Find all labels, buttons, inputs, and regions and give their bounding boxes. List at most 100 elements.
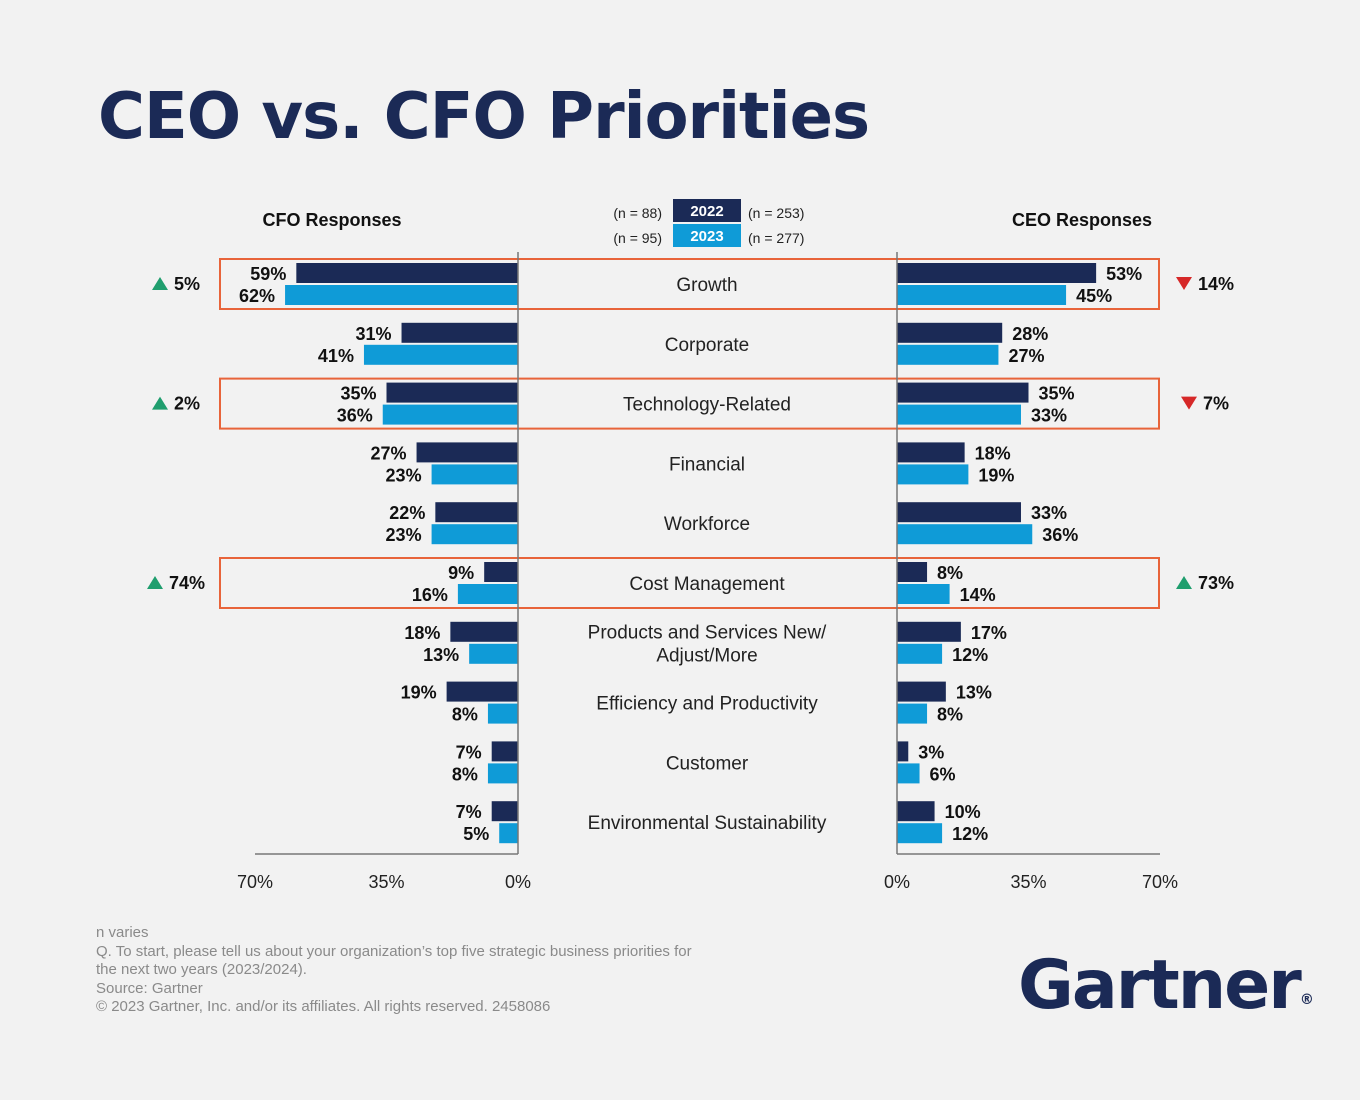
ceo-data-label-2023: 19%	[978, 465, 1014, 485]
highlight-box	[219, 377, 1160, 430]
gartner-logo: Gartner®	[1018, 946, 1314, 1025]
cfo-bar-2023	[499, 823, 518, 844]
ceo-bar-2022	[897, 681, 946, 702]
ceo-data-label-2022: 3%	[918, 742, 944, 762]
cfo-tick-label: 0%	[505, 872, 531, 892]
cfo-change-up-arrow-icon	[147, 576, 163, 589]
butterfly-bar-chart: CFO Responses CEO Responses 2022 (n = 88) (n…	[147, 199, 1234, 892]
ceo-data-label-2023: 12%	[952, 645, 988, 665]
registered-mark: ®	[1299, 992, 1314, 1008]
category-label-line: Cost Management	[629, 574, 785, 595]
ceo-bar-2023	[897, 584, 950, 604]
ceo-bar-2022	[897, 382, 1029, 403]
ceo-tick-label: 35%	[1010, 872, 1046, 892]
ceo-bar-2022	[897, 263, 1097, 283]
cfo-data-label-2022: 19%	[401, 683, 437, 703]
category-label: Products and Services New/Adjust/More	[588, 622, 827, 666]
category-label: Efficiency and Productivity	[596, 694, 818, 715]
ceo-bar-2023	[897, 464, 969, 485]
brand-name: Gartner	[1018, 946, 1302, 1025]
cfo-change-label: 5%	[174, 274, 200, 294]
ceo-bar-2022	[897, 502, 1021, 523]
ceo-change-down-arrow-icon	[1181, 396, 1197, 410]
ceo-data-label-2023: 6%	[930, 764, 956, 784]
category-label-line: Products and Services New/	[588, 622, 827, 643]
ceo-data-label-2022: 18%	[975, 443, 1011, 463]
footnote-copyright: © 2023 Gartner, Inc. and/or its affiliat…	[96, 998, 551, 1015]
cfo-bar-2022	[416, 442, 518, 463]
footnote-source: Source: Gartner	[96, 979, 203, 997]
ceo-bar-2022	[897, 562, 928, 582]
legend-swatch-2023	[673, 224, 741, 247]
cfo-panel-heading: CFO Responses	[262, 210, 401, 230]
cfo-data-label-2023: 41%	[318, 346, 354, 366]
ceo-bar-2023	[897, 524, 1033, 545]
ceo-data-label-2023: 36%	[1042, 525, 1078, 545]
cfo-bar-2022	[450, 621, 518, 642]
cfo-data-label-2022: 59%	[250, 264, 286, 284]
cfo-bar-2022	[484, 562, 518, 582]
footnote-question: Q. To start, please tell us about your o…	[96, 942, 692, 979]
highlight-box	[219, 258, 1160, 310]
ceo-data-label-2022: 10%	[945, 802, 981, 822]
ceo-data-label-2023: 33%	[1031, 406, 1067, 426]
cfo-data-label-2023: 16%	[412, 585, 448, 605]
cfo-data-label-2023: 23%	[386, 525, 422, 545]
cfo-data-label-2022: 27%	[371, 443, 407, 463]
category-label-line: Adjust/More	[656, 645, 757, 666]
cfo-bar-2023	[431, 524, 518, 545]
ceo-change-label: 73%	[1198, 573, 1234, 593]
ceo-data-label-2023: 12%	[952, 824, 988, 844]
ceo-tick-label: 0%	[884, 872, 910, 892]
cfo-bar-2022	[491, 741, 518, 762]
ceo-data-label-2022: 28%	[1012, 324, 1048, 344]
ceo-data-label-2022: 35%	[1039, 384, 1075, 404]
cfo-data-label-2023: 13%	[423, 645, 459, 665]
ceo-data-label-2022: 17%	[971, 623, 1007, 643]
cfo-bar-2022	[446, 681, 518, 702]
legend-ceo-n-2022: (n = 253)	[748, 205, 804, 221]
ceo-data-label-2023: 14%	[960, 585, 996, 605]
cfo-change-up-arrow-icon	[152, 396, 168, 410]
ceo-tick-label: 70%	[1142, 872, 1178, 892]
category-label: Environmental Sustainability	[588, 813, 827, 834]
ceo-data-label-2023: 8%	[937, 705, 963, 725]
cfo-bar-2023	[487, 703, 518, 724]
category-label: Technology-Related	[623, 395, 791, 416]
cfo-data-label-2023: 62%	[239, 286, 275, 306]
ceo-data-label-2022: 13%	[956, 683, 992, 703]
cfo-data-label-2022: 18%	[404, 623, 440, 643]
cfo-bar-2022	[386, 382, 518, 403]
cfo-bar-2022	[491, 801, 518, 822]
cfo-data-label-2023: 5%	[463, 824, 489, 844]
ceo-bar-2022	[897, 621, 961, 642]
cfo-data-label-2023: 8%	[452, 705, 478, 725]
category-label: Customer	[666, 753, 749, 774]
legend-ceo-n-2023: (n = 277)	[748, 230, 804, 246]
ceo-bar-2023	[897, 344, 999, 365]
ceo-bar-2022	[897, 801, 935, 822]
cfo-bar-2023	[457, 584, 518, 604]
category-label-line: Environmental Sustainability	[588, 813, 827, 834]
ceo-data-label-2023: 27%	[1008, 346, 1044, 366]
footnotes: n varies Q. To start, please tell us abo…	[96, 924, 796, 1017]
category-label-line: Efficiency and Productivity	[596, 694, 818, 715]
cfo-data-label-2023: 23%	[386, 465, 422, 485]
ceo-bar-2022	[897, 322, 1003, 343]
cfo-bar-2023	[363, 344, 518, 365]
cfo-bar-2023	[487, 763, 518, 784]
legend-cfo-n-2022: (n = 88)	[613, 205, 662, 221]
ceo-bar-2023	[897, 763, 920, 784]
cfo-bar-2023	[469, 643, 518, 664]
cfo-data-label-2022: 7%	[456, 802, 482, 822]
cfo-data-label-2023: 36%	[337, 406, 373, 426]
category-label-line: Financial	[669, 454, 745, 475]
legend-cfo-n-2023: (n = 95)	[613, 230, 662, 246]
cfo-tick-label: 70%	[237, 872, 273, 892]
ceo-panel-heading: CEO Responses	[1012, 210, 1152, 230]
legend-label-2023: 2023	[690, 228, 723, 245]
category-label: Growth	[676, 275, 737, 296]
ceo-data-label-2022: 8%	[937, 563, 963, 583]
ceo-change-up-arrow-icon	[1176, 576, 1192, 589]
legend-label-2022: 2022	[690, 203, 723, 220]
